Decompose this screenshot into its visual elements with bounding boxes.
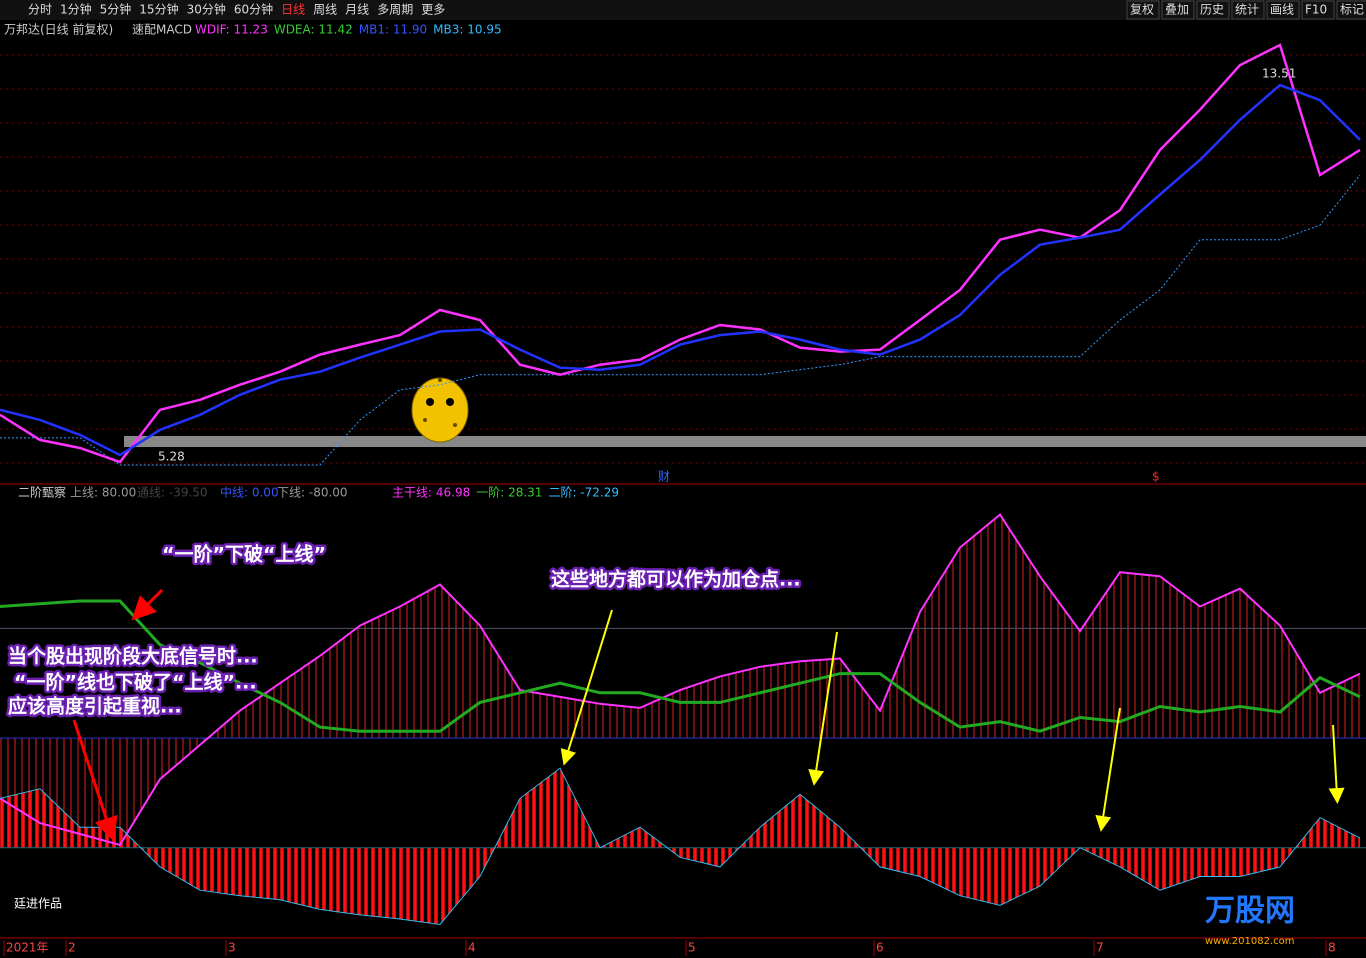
toolbar-button[interactable]	[1301, 0, 1335, 20]
gray-band	[124, 436, 1366, 447]
leopard	[411, 377, 469, 443]
toolbar-button-label[interactable]: 叠加	[1165, 3, 1189, 17]
price-grid	[0, 54, 1366, 464]
date-label: 4	[468, 941, 476, 955]
period-tab[interactable]: 分时	[28, 3, 52, 17]
date-label: 3	[228, 941, 236, 955]
upper-label: 上线: 80.00	[70, 486, 136, 500]
param: MB1: 11.90	[359, 23, 427, 37]
period-tab[interactable]: 周线	[313, 3, 337, 17]
date-label: 6	[876, 941, 884, 955]
watermark-url: www.201082.com	[1205, 936, 1295, 947]
indicator-name: 速配MACD	[132, 23, 192, 37]
annotation: “一阶”下破“上线”	[162, 543, 326, 566]
series-line	[0, 513, 1361, 847]
date-label: 5	[688, 941, 696, 955]
toolbar-button-label[interactable]: 画线	[1270, 3, 1294, 17]
toolbar-button[interactable]	[1161, 0, 1195, 20]
period-tab[interactable]: 月线	[345, 3, 369, 17]
date-label: 2021年	[6, 941, 49, 955]
annotation: 应该高度引起重视...	[8, 695, 182, 718]
marker: 财	[658, 470, 670, 484]
middle-label: 中线: 0.00	[220, 485, 279, 500]
series-line	[0, 83, 1361, 457]
period-tab[interactable]: 30分钟	[187, 2, 226, 17]
date-label: 7	[1096, 941, 1104, 955]
series-line	[0, 43, 1361, 464]
readout: 二阶: -72.29	[548, 486, 619, 500]
indicator-title: 二阶甄察	[18, 486, 66, 500]
toolbar	[0, 0, 1366, 20]
period-tab[interactable]: 15分钟	[139, 2, 178, 17]
through-label: 通线: -39.50	[137, 486, 208, 500]
hatch-area	[0, 514, 1360, 845]
period-tab[interactable]: 日线	[281, 3, 305, 17]
toolbar-button[interactable]	[1126, 0, 1160, 20]
toolbar-button[interactable]	[1196, 0, 1230, 20]
readout: 主干线: 46.98	[392, 486, 470, 500]
series-line	[0, 599, 1361, 733]
author: 廷进作品	[14, 897, 62, 911]
annotation: 这些地方都可以作为加仓点...	[551, 568, 801, 591]
date-label: 2	[68, 941, 76, 955]
readout: 一阶: 28.31	[476, 486, 542, 500]
marker: $	[1152, 470, 1160, 484]
low-label: 5.28	[158, 450, 185, 464]
watermark: 万股网	[1205, 894, 1295, 929]
toolbar-button-label[interactable]: 标记	[1340, 3, 1364, 17]
toolbar-button-label[interactable]: 统计	[1235, 3, 1259, 17]
stock-title: 万邦达(日线 前复权)	[4, 22, 113, 37]
toolbar-button-label[interactable]: 复权	[1130, 3, 1154, 17]
toolbar-button[interactable]	[1231, 0, 1265, 20]
series-line	[0, 174, 1361, 466]
period-tab[interactable]: 5分钟	[100, 2, 132, 17]
annotation: 当个股出现阶段大底信号时...	[8, 645, 258, 668]
toolbar-button[interactable]	[1336, 0, 1366, 20]
toolbar-button-label[interactable]: 历史	[1200, 3, 1224, 17]
period-tab[interactable]: 1分钟	[60, 2, 92, 17]
arrows	[72, 588, 1345, 842]
series-line	[0, 767, 1361, 926]
param: WDIF: 11.23	[195, 23, 268, 37]
param: WDEA: 11.42	[274, 23, 353, 37]
period-tab[interactable]: 多周期	[377, 3, 413, 17]
date-label: 8	[1328, 941, 1336, 955]
hatch-area	[0, 768, 1360, 925]
period-tab[interactable]: 更多	[421, 3, 445, 17]
period-tab[interactable]: 60分钟	[234, 2, 273, 17]
toolbar-button[interactable]	[1266, 0, 1300, 20]
annotation: “一阶”线也下破了“上线”...	[14, 671, 257, 694]
toolbar-button-label[interactable]: F10	[1305, 3, 1327, 17]
lower-label: 下线: -80.00	[277, 486, 348, 500]
param: MB3: 10.95	[433, 23, 501, 37]
indicator	[0, 513, 1366, 926]
